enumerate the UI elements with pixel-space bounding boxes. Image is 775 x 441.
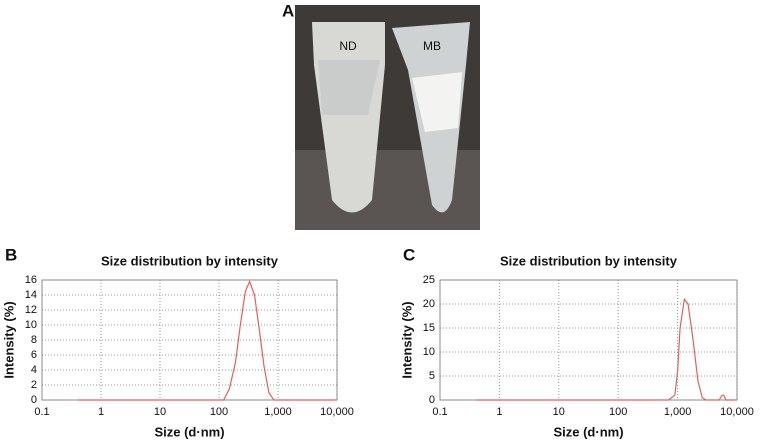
data-line — [77, 279, 337, 401]
tube-label: ND — [339, 39, 357, 53]
x-tick-label: 10,000 — [320, 406, 354, 418]
x-tick-label: 1,000 — [664, 406, 692, 418]
y-tick-label: 0 — [429, 394, 435, 406]
x-tick-label: 0.1 — [432, 406, 447, 418]
panel-label: B — [5, 245, 17, 264]
y-tick-label: 12 — [25, 304, 37, 316]
photo: ND MB — [295, 5, 480, 230]
x-tick-label: 0.1 — [34, 406, 49, 418]
panel-label: A — [282, 1, 294, 20]
y-tick-label: 8 — [31, 334, 37, 346]
tube-mb-foam — [412, 72, 462, 132]
y-tick-label: 14 — [25, 289, 37, 301]
y-tick-label: 10 — [423, 346, 435, 358]
x-tick-label: 10 — [553, 406, 565, 418]
tube-label: MB — [423, 39, 441, 53]
data-line — [475, 297, 737, 401]
y-tick-label: 20 — [423, 298, 435, 310]
chart-title: Size distribution by intensity — [101, 253, 279, 268]
y-axis-label: Intensity (%) — [399, 301, 414, 378]
x-tick-label: 100 — [210, 406, 228, 418]
y-tick-label: 10 — [25, 319, 37, 331]
charts: B Size distribution by intensity Size (d·n… — [1, 245, 753, 439]
y-tick-label: 4 — [31, 364, 37, 376]
chart-title: Size distribution by intensity — [500, 253, 678, 268]
x-tick-label: 1 — [496, 406, 502, 418]
y-tick-label: 25 — [423, 274, 435, 286]
y-tick-label: 15 — [423, 322, 435, 334]
x-axis-label: Size (d·nm) — [553, 424, 623, 439]
y-tick-label: 2 — [31, 379, 37, 391]
tube-nd-top — [318, 60, 380, 115]
y-tick-label: 0 — [31, 394, 37, 406]
x-tick-label: 100 — [609, 406, 627, 418]
x-axis-label: Size (d·nm) — [154, 424, 224, 439]
y-axis-label: Intensity (%) — [1, 301, 16, 378]
panel-label: C — [403, 245, 415, 264]
y-tick-label: 16 — [25, 274, 37, 286]
x-tick-label: 1 — [98, 406, 104, 418]
y-tick-label: 6 — [31, 349, 37, 361]
x-tick-label: 10 — [154, 406, 166, 418]
x-tick-label: 1,000 — [264, 406, 292, 418]
y-tick-label: 5 — [429, 370, 435, 382]
x-tick-label: 10,000 — [720, 406, 754, 418]
